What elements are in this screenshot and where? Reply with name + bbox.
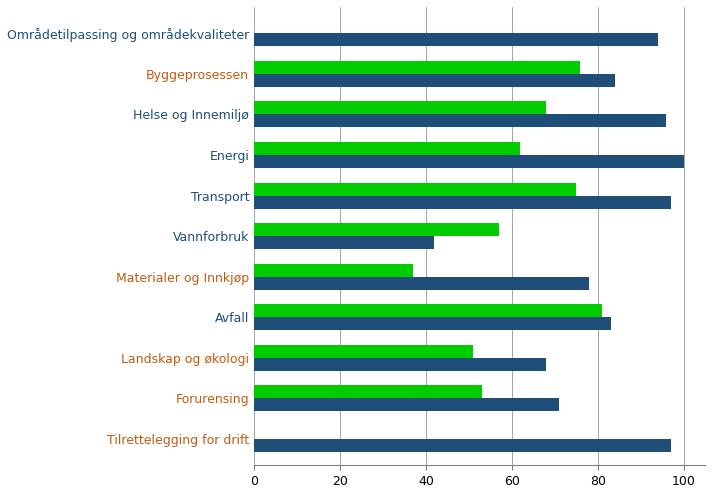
Bar	[254, 183, 576, 196]
Bar	[254, 386, 482, 398]
Bar	[254, 304, 602, 317]
Bar	[254, 398, 559, 411]
Bar	[254, 74, 615, 87]
Bar	[254, 264, 413, 277]
Bar	[254, 317, 611, 330]
Bar	[254, 223, 499, 236]
Bar	[254, 439, 671, 452]
Bar	[254, 142, 520, 155]
Bar	[254, 114, 666, 127]
Bar	[254, 345, 473, 358]
Bar	[254, 33, 658, 47]
Bar	[254, 61, 580, 74]
Bar	[254, 236, 434, 249]
Bar	[254, 196, 671, 208]
Bar	[254, 101, 546, 114]
Bar	[254, 277, 589, 290]
Bar	[254, 155, 684, 168]
Bar	[254, 358, 546, 371]
